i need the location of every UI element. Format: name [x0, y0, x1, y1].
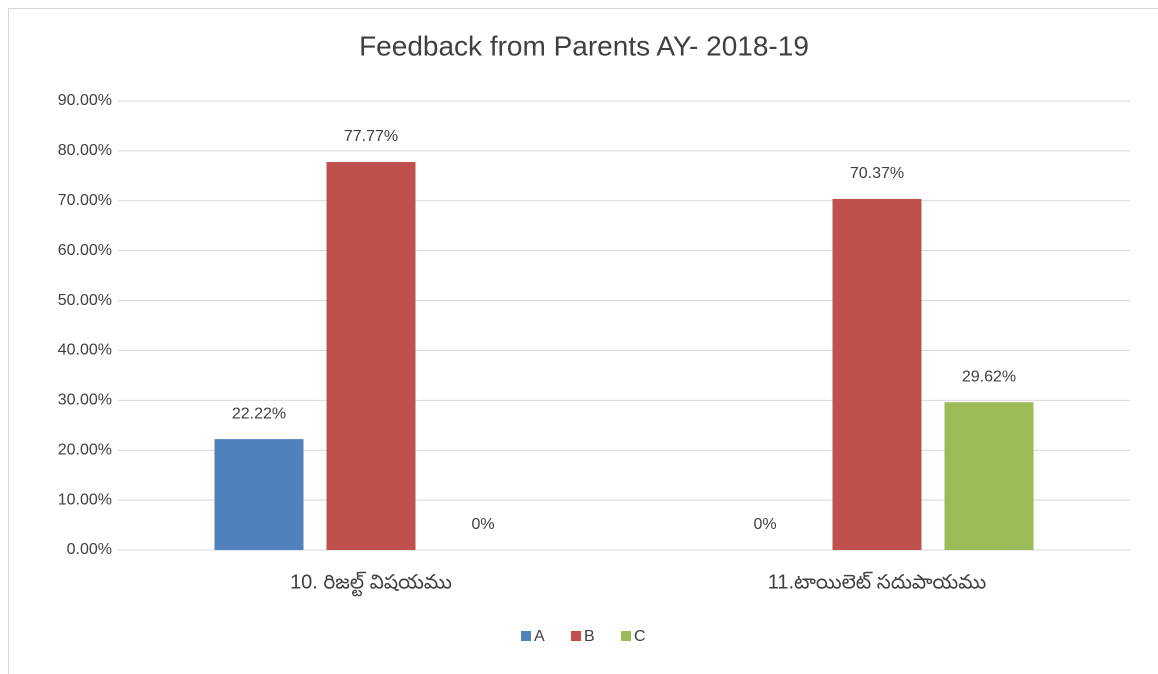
- y-tick-label: 70.00%: [58, 192, 112, 209]
- y-tick-label: 60.00%: [58, 242, 112, 259]
- data-label: 29.62%: [962, 368, 1016, 385]
- y-tick-label: 10.00%: [58, 491, 112, 508]
- chart-title: Feedback from Parents AY- 2018-19: [359, 30, 809, 61]
- data-label: 0%: [471, 516, 494, 533]
- y-tick-label: 50.00%: [58, 292, 112, 309]
- y-tick-label: 40.00%: [58, 342, 112, 359]
- y-tick-label: 90.00%: [58, 92, 112, 109]
- chart-frame: [8, 8, 1158, 674]
- legend-label: A: [534, 628, 545, 645]
- data-label: 70.37%: [850, 165, 904, 182]
- data-label: 77.77%: [344, 128, 398, 145]
- y-tick-label: 20.00%: [58, 441, 112, 458]
- y-tick-label: 30.00%: [58, 392, 112, 409]
- x-tick-label: 10. రిజల్ట్ విషయము: [290, 571, 452, 596]
- legend-swatch: [571, 631, 581, 641]
- bar: [944, 402, 1034, 550]
- legend-swatch: [621, 631, 631, 641]
- data-label: 0%: [753, 516, 776, 533]
- legend-label: C: [634, 628, 646, 645]
- data-label: 22.22%: [232, 405, 286, 422]
- legend-swatch: [521, 631, 531, 641]
- y-tick-label: 80.00%: [58, 142, 112, 159]
- legend-label: B: [584, 628, 595, 645]
- x-tick-label: 11.టాయిలెట్ సదుపాయము: [768, 571, 987, 593]
- y-tick-label: 0.00%: [67, 541, 112, 558]
- bar: [326, 162, 416, 551]
- bar: [214, 439, 304, 550]
- bar: [832, 198, 922, 550]
